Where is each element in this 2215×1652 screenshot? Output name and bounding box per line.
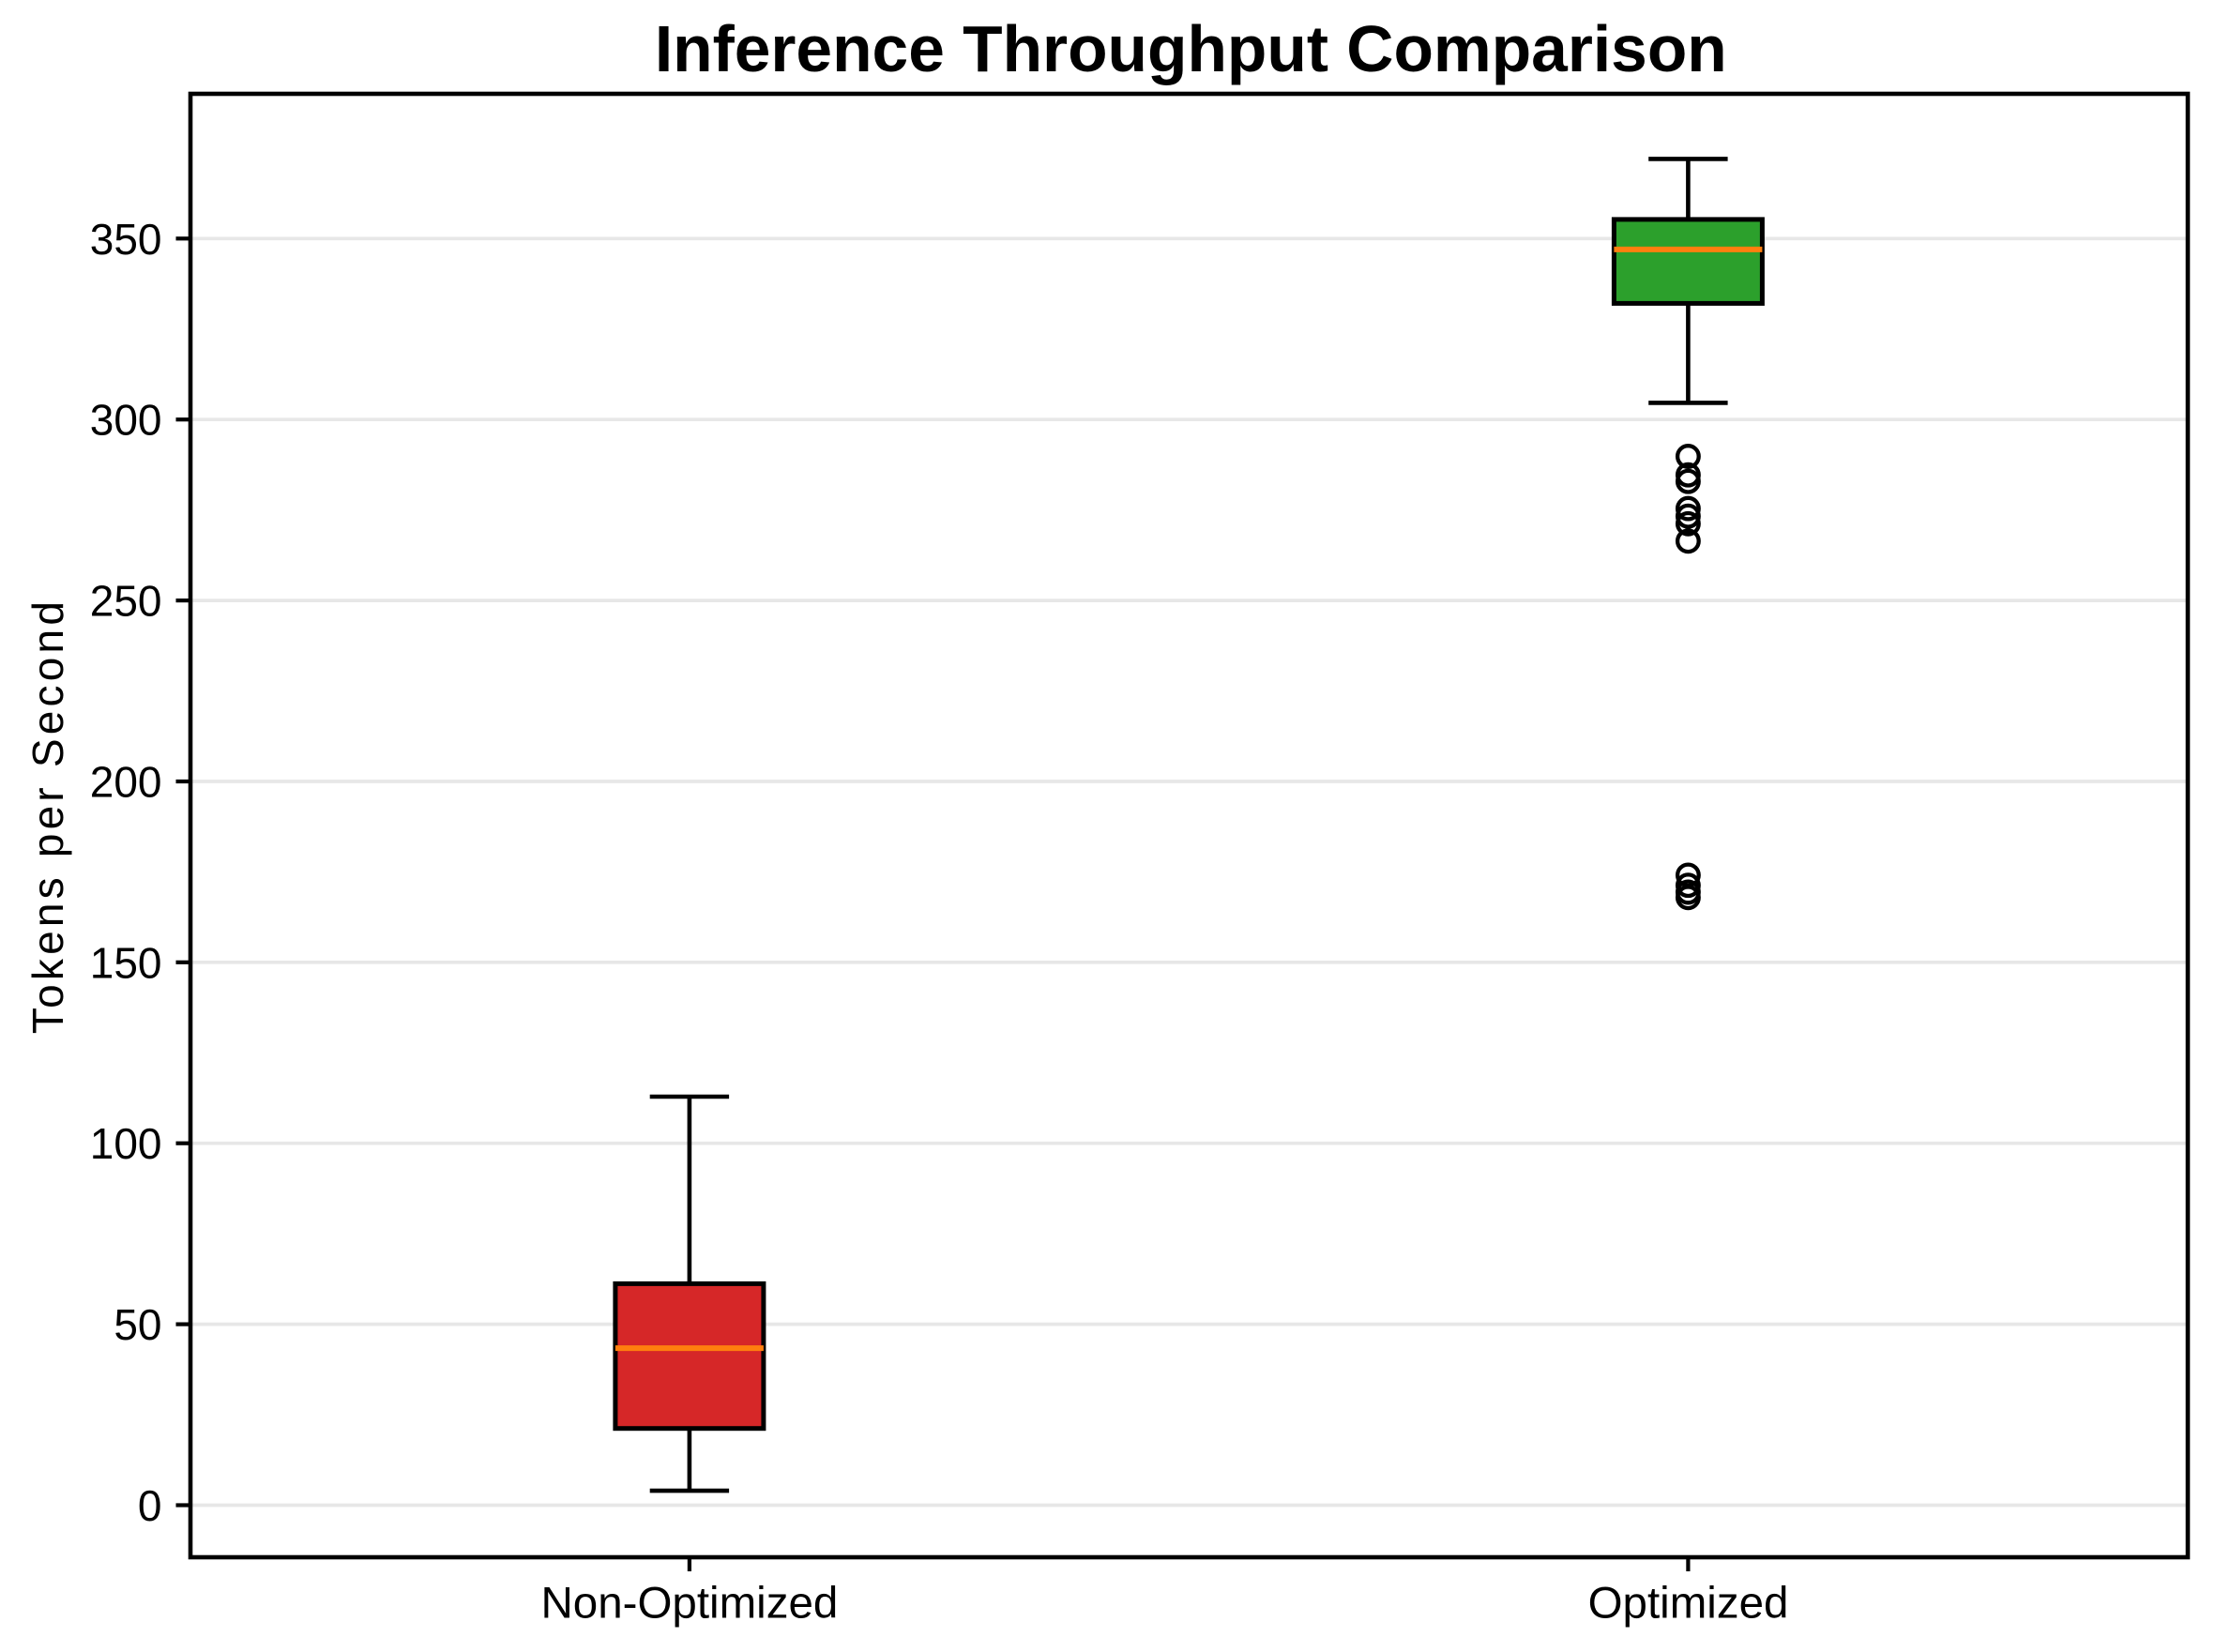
- svg-text:0: 0: [138, 1481, 162, 1530]
- svg-text:200: 200: [90, 758, 162, 807]
- svg-text:300: 300: [90, 396, 162, 445]
- svg-text:350: 350: [90, 215, 162, 264]
- svg-text:100: 100: [90, 1119, 162, 1168]
- svg-text:Tokens per Second: Tokens per Second: [23, 598, 72, 1034]
- svg-text:Inference Throughput Compariso: Inference Throughput Comparison: [655, 12, 1727, 85]
- svg-text:Non-Optimized: Non-Optimized: [541, 1579, 839, 1629]
- svg-text:250: 250: [90, 577, 162, 626]
- svg-text:50: 50: [114, 1300, 161, 1349]
- svg-text:Optimized: Optimized: [1588, 1579, 1789, 1629]
- svg-text:150: 150: [90, 938, 162, 987]
